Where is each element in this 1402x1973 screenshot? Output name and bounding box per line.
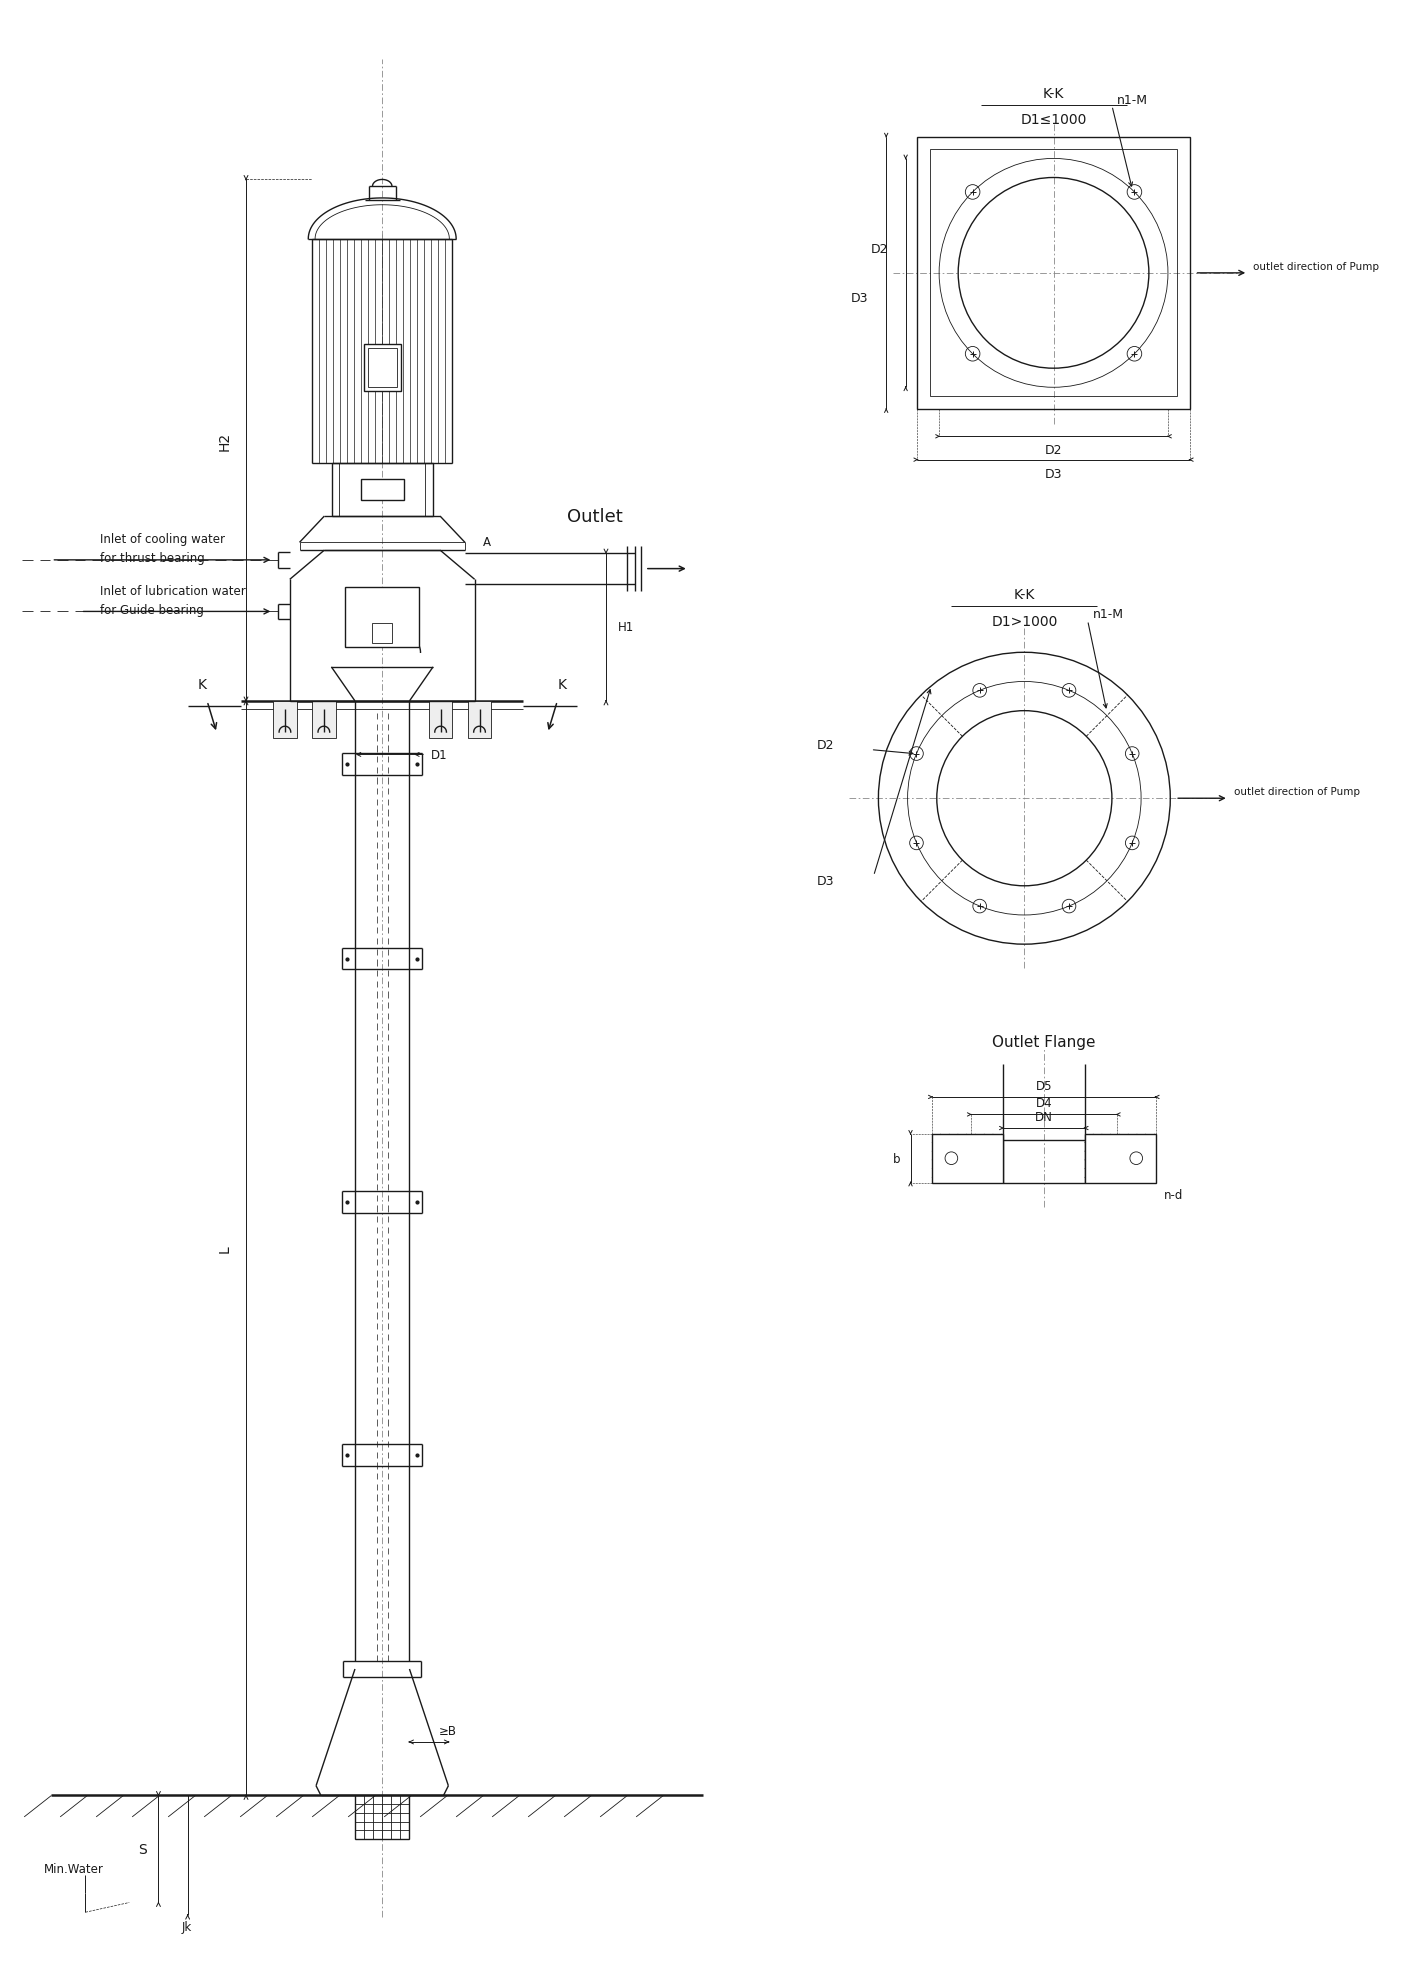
- Text: Jk: Jk: [181, 1920, 192, 1934]
- Bar: [367, 349, 397, 389]
- Text: Outlet: Outlet: [566, 507, 622, 527]
- Text: K-K: K-K: [1014, 588, 1035, 602]
- Text: n1-M: n1-M: [1092, 608, 1123, 621]
- Text: H2: H2: [217, 432, 231, 450]
- Bar: [932, 1134, 1002, 1184]
- Text: DN: DN: [1035, 1111, 1053, 1123]
- Text: D2: D2: [817, 738, 834, 752]
- Text: D5: D5: [1036, 1079, 1052, 1093]
- Text: K-K: K-K: [1043, 87, 1064, 101]
- Bar: [917, 138, 1190, 410]
- Text: n1-M: n1-M: [1117, 95, 1148, 107]
- Text: D1: D1: [430, 748, 447, 762]
- Bar: [468, 702, 491, 738]
- Text: b: b: [893, 1152, 901, 1166]
- Bar: [273, 702, 297, 738]
- Text: D3: D3: [817, 874, 834, 888]
- Text: n-d: n-d: [1164, 1188, 1183, 1202]
- Text: Min.Water: Min.Water: [43, 1863, 104, 1874]
- Bar: [360, 479, 404, 501]
- Text: H1: H1: [618, 621, 634, 633]
- Text: outlet direction of Pump: outlet direction of Pump: [1234, 787, 1360, 797]
- Text: D3: D3: [851, 292, 869, 304]
- Circle shape: [945, 1152, 958, 1164]
- Text: D4: D4: [1036, 1097, 1052, 1109]
- Bar: [930, 150, 1178, 397]
- Text: L: L: [217, 1245, 231, 1253]
- Text: S: S: [137, 1843, 147, 1857]
- Text: D1>1000: D1>1000: [991, 616, 1057, 629]
- Text: outlet direction of Pump: outlet direction of Pump: [1253, 262, 1380, 272]
- Text: D1≤1000: D1≤1000: [1021, 112, 1087, 126]
- Text: for Guide bearing: for Guide bearing: [100, 604, 203, 618]
- Circle shape: [1130, 1152, 1143, 1164]
- Text: K: K: [198, 679, 206, 693]
- Bar: [345, 588, 419, 647]
- Text: K: K: [558, 679, 566, 693]
- Text: D2: D2: [1044, 444, 1063, 458]
- Bar: [313, 702, 335, 738]
- Text: A: A: [482, 535, 491, 548]
- Text: for thrust bearing: for thrust bearing: [100, 552, 205, 564]
- Text: Inlet of lubrication water: Inlet of lubrication water: [100, 584, 245, 598]
- Text: Outlet Flange: Outlet Flange: [993, 1034, 1095, 1050]
- Text: D2: D2: [871, 243, 887, 256]
- Bar: [429, 702, 453, 738]
- Text: ≥B: ≥B: [439, 1724, 457, 1736]
- Bar: [1085, 1134, 1155, 1184]
- Text: Inlet of cooling water: Inlet of cooling water: [100, 533, 226, 547]
- Text: D3: D3: [1044, 468, 1063, 481]
- Bar: [373, 623, 393, 643]
- Bar: [363, 345, 401, 393]
